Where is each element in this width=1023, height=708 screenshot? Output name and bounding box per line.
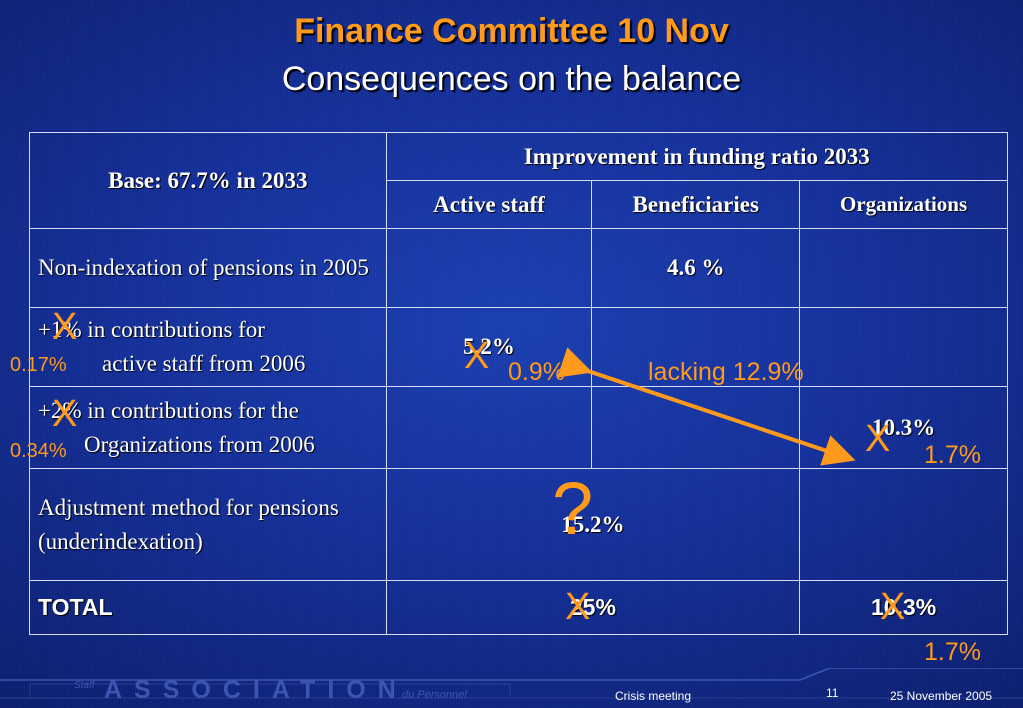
funding-table: Base: 67.7% in 2033 Improvement in fundi… [29, 132, 1009, 635]
footer-du-personnel: du Personnel [402, 689, 467, 701]
cell-empty [799, 228, 1008, 308]
footer-date: 25 November 2005 [890, 689, 993, 703]
total-label: TOTAL [29, 580, 387, 635]
annotation-total-org-value: 1.7% [924, 638, 981, 666]
row-label-line2: active staff from 2006 [102, 351, 306, 376]
slide-title: Finance Committee 10 Nov [294, 12, 729, 50]
col-organizations: Organizations [799, 180, 1008, 229]
cross-mark: X [865, 418, 891, 460]
total-organizations: 10.3% [799, 580, 1008, 635]
slide-subtitle: Consequences on the balance [281, 60, 742, 98]
cell-empty [799, 468, 1008, 581]
row-label-line2: Organizations from 2006 [84, 431, 315, 457]
annotation-row3-value: 0.34% [10, 440, 67, 462]
annotation-row2-value: 0.17% [10, 354, 67, 376]
base-cell: Base: 67.7% in 2033 [29, 132, 387, 229]
cell-beneficiaries-value: 4.6 % [591, 228, 801, 308]
total-active-beneficiaries: 25% [385, 580, 801, 635]
cross-mark: X [565, 586, 591, 628]
row-label-nonindexation: Non-indexation of pensions in 2005 [29, 228, 387, 308]
annotation-active-value: 0.9% [508, 358, 565, 386]
question-mark: ? [552, 467, 594, 550]
row-label-line1: +1% in contributions for [38, 317, 265, 342]
page-number: 11 [826, 686, 839, 700]
cross-mark: X [880, 586, 906, 628]
cross-mark: X [464, 335, 490, 377]
annotation-org-value: 1.7% [924, 441, 981, 469]
footer-staff-label: Staff [74, 680, 95, 691]
cross-mark: X [52, 306, 78, 348]
row-label-org-contrib: +2% in contributions for the Organizatio… [29, 386, 387, 469]
cross-mark: X [52, 393, 78, 435]
row-label-line1: +2% in contributions for the [38, 397, 299, 423]
footer-decoration [0, 668, 1023, 699]
col-beneficiaries: Beneficiaries [591, 180, 801, 229]
improvement-header: Improvement in funding ratio 2033 [385, 132, 1009, 181]
row-label-active-contrib: +1% in contributions for active staff fr… [29, 307, 387, 387]
row-label-adjustment: Adjustment method for pensions (underind… [29, 468, 387, 581]
annotation-lacking: lacking 12.9% [648, 358, 804, 386]
footer-meeting: Crisis meeting [615, 689, 692, 703]
association-logo: ASSOCIATION [104, 676, 408, 704]
